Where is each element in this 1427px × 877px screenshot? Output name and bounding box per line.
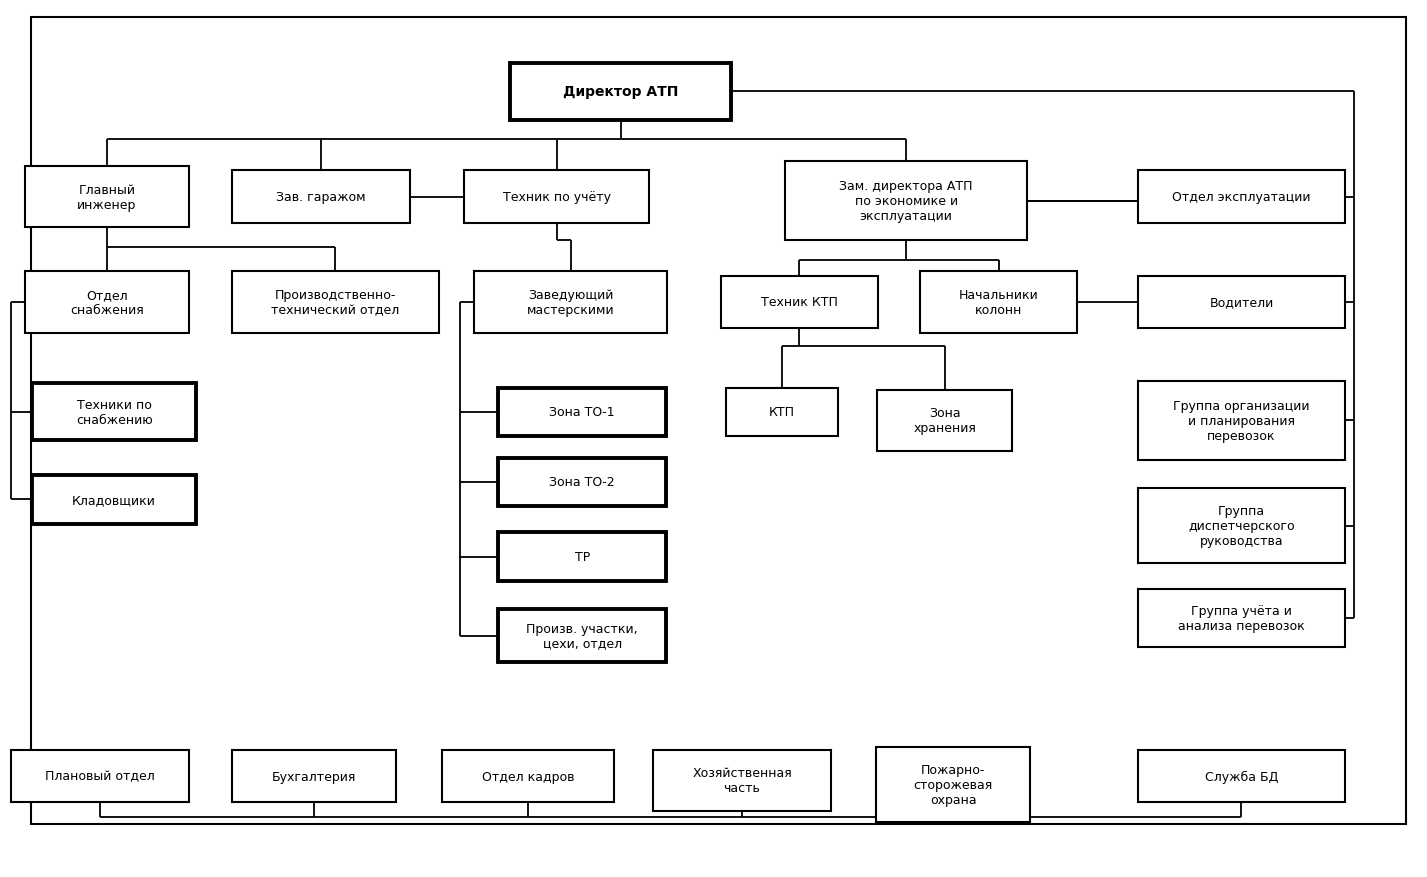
Text: Зона ТО-1: Зона ТО-1	[549, 406, 615, 418]
FancyBboxPatch shape	[474, 272, 668, 333]
FancyBboxPatch shape	[654, 750, 831, 811]
Text: Техник КТП: Техник КТП	[761, 296, 838, 309]
FancyBboxPatch shape	[1139, 590, 1344, 647]
FancyBboxPatch shape	[1139, 381, 1344, 460]
FancyBboxPatch shape	[511, 64, 731, 120]
FancyBboxPatch shape	[31, 475, 195, 524]
FancyBboxPatch shape	[721, 276, 878, 329]
FancyBboxPatch shape	[498, 533, 666, 581]
Text: Группа учёта и
анализа перевозок: Группа учёта и анализа перевозок	[1179, 604, 1304, 632]
Text: Зав. гаражом: Зав. гаражом	[277, 191, 365, 203]
FancyBboxPatch shape	[920, 272, 1077, 333]
Text: ТР: ТР	[575, 551, 589, 563]
Text: Зона ТО-2: Зона ТО-2	[549, 476, 615, 488]
Text: Отдел
снабжения: Отдел снабжения	[70, 289, 144, 317]
FancyBboxPatch shape	[1139, 488, 1344, 563]
Text: Хозяйственная
часть: Хозяйственная часть	[692, 766, 792, 795]
Text: Служба БД: Служба БД	[1204, 770, 1279, 782]
Text: Пожарно-
сторожевая
охрана: Пожарно- сторожевая охрана	[913, 764, 993, 806]
FancyBboxPatch shape	[876, 747, 1030, 823]
FancyBboxPatch shape	[1139, 276, 1344, 329]
FancyBboxPatch shape	[498, 610, 666, 662]
Text: Заведующий
мастерскими: Заведующий мастерскими	[527, 289, 615, 317]
Text: Плановый отдел: Плановый отдел	[46, 770, 154, 782]
FancyBboxPatch shape	[464, 171, 649, 224]
Text: КТП: КТП	[769, 406, 795, 418]
Text: Бухгалтерия: Бухгалтерия	[271, 770, 357, 782]
Text: Техники по
снабжению: Техники по снабжению	[76, 398, 153, 426]
FancyBboxPatch shape	[24, 167, 188, 228]
FancyBboxPatch shape	[726, 388, 838, 436]
FancyBboxPatch shape	[24, 272, 188, 333]
Text: Водители: Водители	[1209, 296, 1274, 309]
FancyBboxPatch shape	[498, 458, 666, 507]
Text: Произв. участки,
цехи, отдел: Произв. участки, цехи, отдел	[527, 622, 638, 650]
Text: Отдел кадров: Отдел кадров	[482, 770, 574, 782]
FancyBboxPatch shape	[11, 750, 188, 802]
FancyBboxPatch shape	[1139, 171, 1344, 224]
Text: Зона
хранения: Зона хранения	[913, 407, 976, 435]
FancyBboxPatch shape	[231, 750, 395, 802]
FancyBboxPatch shape	[31, 384, 195, 440]
Text: Производственно-
технический отдел: Производственно- технический отдел	[271, 289, 400, 317]
Text: Группа организации
и планирования
перевозок: Группа организации и планирования перево…	[1173, 400, 1310, 442]
FancyBboxPatch shape	[1139, 750, 1344, 802]
Text: Кладовщики: Кладовщики	[73, 494, 156, 506]
Text: Зам. директора АТП
по экономике и
эксплуатации: Зам. директора АТП по экономике и эксплу…	[839, 181, 973, 223]
FancyBboxPatch shape	[876, 390, 1013, 452]
FancyBboxPatch shape	[231, 171, 411, 224]
Text: Техник по учёту: Техник по учёту	[502, 191, 611, 203]
Text: Начальники
колонн: Начальники колонн	[959, 289, 1039, 317]
Text: Группа
диспетчерского
руководства: Группа диспетчерского руководства	[1189, 505, 1294, 547]
Text: Главный
инженер: Главный инженер	[77, 183, 137, 211]
Text: Отдел эксплуатации: Отдел эксплуатации	[1172, 191, 1311, 203]
FancyBboxPatch shape	[231, 272, 440, 333]
FancyBboxPatch shape	[785, 162, 1027, 241]
Text: Директор АТП: Директор АТП	[564, 85, 678, 99]
FancyBboxPatch shape	[498, 388, 666, 436]
FancyBboxPatch shape	[442, 750, 614, 802]
